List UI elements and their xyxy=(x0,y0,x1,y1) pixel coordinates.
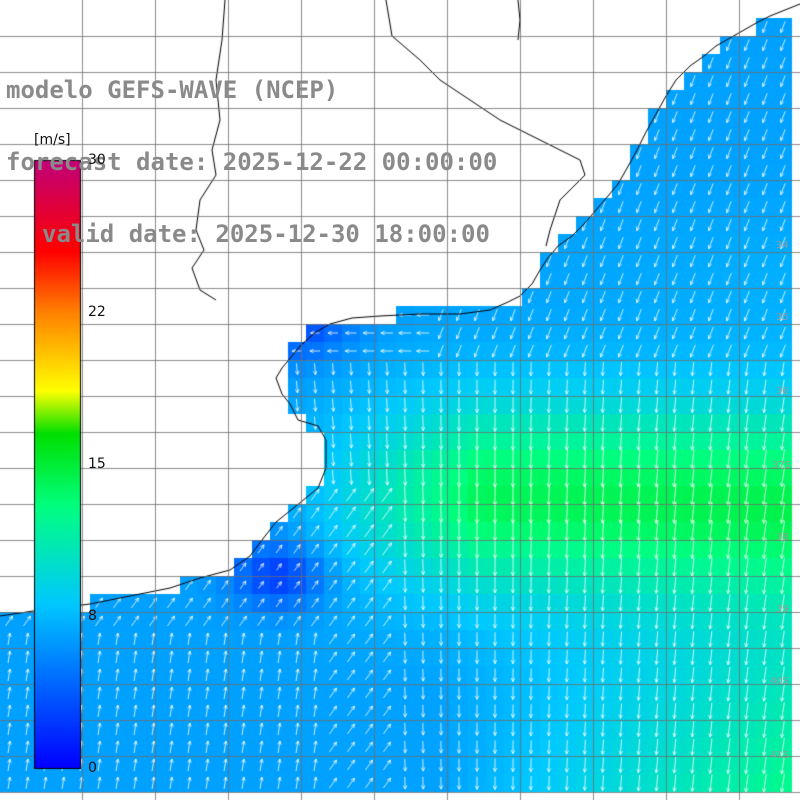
colorbar-tick-15: 15 xyxy=(88,456,106,472)
lat-label-38: 38 xyxy=(776,532,789,543)
lat-label-39: 39 xyxy=(776,604,789,615)
lat-label-36: 36 xyxy=(776,386,789,397)
colorbar-unit: [m/s] xyxy=(34,132,71,148)
colorbar-tick-0: 0 xyxy=(88,760,97,776)
lat-label-41s: 41S xyxy=(770,750,790,761)
colorbar-tick-30: 30 xyxy=(88,152,106,168)
colorbar-tick-8: 8 xyxy=(88,608,97,624)
lat-label-34: 34 xyxy=(776,240,789,251)
colorbar-tick-22: 22 xyxy=(88,304,106,320)
lat-label-37s: 37S xyxy=(772,460,792,471)
lat-label-40s: 40S xyxy=(770,676,790,687)
lat-label-35: 35 xyxy=(776,312,789,323)
